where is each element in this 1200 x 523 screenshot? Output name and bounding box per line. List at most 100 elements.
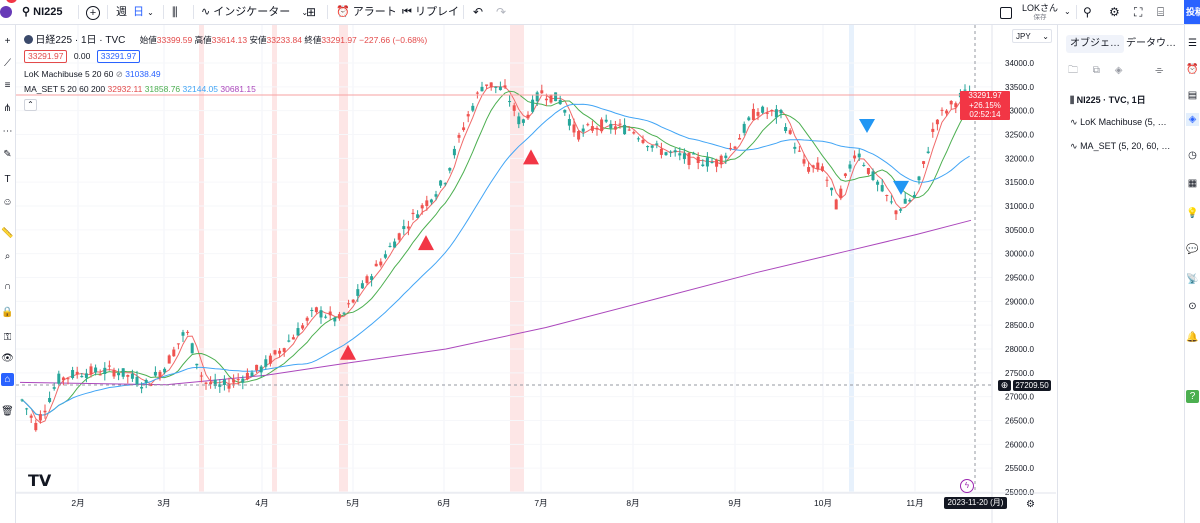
trendline-icon[interactable]: ⟋: [4, 58, 11, 69]
active-tool-icon[interactable]: ⌂: [1, 373, 14, 386]
indicators-button[interactable]: ∿ インジケーター ⌄: [201, 6, 309, 18]
collapse-legend-button[interactable]: ⌃: [24, 99, 37, 111]
symbol-legend[interactable]: 日経225 · 1日 · TVC 始値33399.59 高値33614.13 安…: [24, 31, 427, 46]
candle-body: [710, 162, 714, 164]
tree-item-indicator-1[interactable]: ∿ LoK Machibuse (5, …: [1070, 117, 1167, 127]
candle: [98, 369, 102, 376]
candle-body: [130, 373, 134, 379]
candle-body: [512, 105, 516, 111]
candle: [866, 167, 870, 176]
chat-icon[interactable]: 💬: [1186, 244, 1199, 255]
candle-body: [526, 114, 530, 119]
y-tick-label: 32000.0: [1005, 154, 1034, 163]
data-icon[interactable]: ▤: [1187, 90, 1198, 101]
candle: [448, 167, 452, 174]
indicator-legend-1[interactable]: LoK Machibuse 5 20 60 ⊘ 31038.49: [24, 69, 161, 79]
clock-icon[interactable]: ◷: [1188, 150, 1197, 161]
candle: [650, 144, 654, 152]
interval-day-button[interactable]: 日 ⌄: [133, 6, 154, 18]
close-value: 33291.97: [321, 35, 357, 45]
candle: [696, 152, 700, 170]
tab-data-window[interactable]: データウ…: [1126, 38, 1176, 49]
candle: [862, 162, 866, 167]
candle-style-button[interactable]: ⫼: [172, 0, 178, 24]
chevron-down-icon[interactable]: ⌄: [1064, 7, 1071, 16]
zoom-icon[interactable]: ⌕: [4, 251, 11, 262]
brush-icon[interactable]: ✎: [3, 149, 12, 160]
sell-price-button[interactable]: 33291.97: [24, 50, 68, 63]
calendar-icon[interactable]: ▦: [1187, 178, 1198, 189]
watchlist-icon[interactable]: ☰: [1188, 38, 1197, 49]
candle: [209, 376, 213, 389]
right-sidebar: ☰ ⏰ ▤ ◈ ◷ ▦ 💡 💬 📡 ⊙ 🔔 ?: [1184, 25, 1200, 523]
trash-icon[interactable]: 🗑: [1, 406, 14, 417]
candle: [103, 362, 107, 381]
publish-button[interactable]: 投稿: [1184, 0, 1200, 24]
horizontal-lines-icon[interactable]: ≡: [4, 80, 11, 91]
tree-item-indicator-2[interactable]: ∿ MA_SET (5, 20, 60, …: [1070, 141, 1171, 151]
emoji-icon[interactable]: ☺: [2, 197, 13, 208]
price-chart[interactable]: 2月 3月 4月 5月 6月 7月 8月 9月 10月 11月25000.025500.02600…: [16, 25, 1056, 523]
pitchfork-icon[interactable]: ⋔: [3, 103, 12, 114]
grid-icon: ⊞: [306, 5, 317, 19]
interval-week-button[interactable]: 週: [116, 6, 127, 18]
user-menu[interactable]: LOKさん 保存: [1022, 3, 1059, 21]
candle: [485, 84, 489, 89]
visibility-icon[interactable]: 👁: [1, 353, 14, 364]
undo-button[interactable]: ↶: [473, 0, 483, 24]
candle: [917, 175, 921, 185]
object-tree-icon[interactable]: ◈: [1186, 113, 1199, 126]
buy-price-button[interactable]: 33291.97: [96, 50, 141, 63]
candle: [34, 419, 38, 432]
candle: [402, 219, 406, 235]
compare-add-button[interactable]: +: [86, 0, 100, 24]
candle-body: [347, 303, 351, 305]
replay-button[interactable]: ⏮ リプレイ: [402, 6, 459, 18]
candle-body: [751, 108, 755, 120]
alerts-icon[interactable]: ⏰: [1186, 64, 1199, 75]
snapshot-button[interactable]: ⌸: [1157, 0, 1164, 24]
layout-button[interactable]: [1000, 0, 1012, 24]
candle-body: [190, 343, 194, 354]
axis-settings-button[interactable]: ⚙: [1026, 499, 1035, 510]
quick-search-button[interactable]: ⚲: [1083, 0, 1092, 24]
crosshair-icon[interactable]: +: [4, 36, 11, 47]
broadcast-icon[interactable]: 📡: [1186, 274, 1199, 285]
tab-object-tree[interactable]: オブジェ…: [1066, 35, 1124, 53]
folder-icon[interactable]: 🗀: [1068, 65, 1078, 76]
last-price-label: 33291.97 +26.15% 02:52:14: [960, 91, 1010, 120]
lightning-icon[interactable]: ϟ: [960, 479, 974, 493]
candle: [908, 198, 912, 203]
filter-icon[interactable]: ⌯: [1155, 65, 1164, 76]
indicator-legend-2[interactable]: MA_SET 5 20 60 200 32932.11 31858.76 321…: [24, 84, 256, 94]
help-icon[interactable]: ?: [1186, 390, 1199, 403]
fullscreen-button[interactable]: ⛶: [1134, 0, 1142, 24]
redo-button[interactable]: ↷: [496, 0, 506, 24]
layers-icon[interactable]: ◈: [1114, 65, 1123, 76]
candle-body: [457, 135, 461, 138]
crosshair-add-button[interactable]: ⊕: [998, 380, 1011, 391]
notifications-icon[interactable]: 🔔: [1186, 332, 1199, 343]
copy-icon[interactable]: ⧉: [1092, 65, 1100, 76]
hotlist-icon[interactable]: ⊙: [1188, 301, 1197, 312]
ideas-icon[interactable]: 💡: [1186, 208, 1199, 219]
candle: [641, 135, 645, 145]
candle: [673, 147, 677, 157]
lock-drawings-icon[interactable]: ⚿: [3, 332, 12, 343]
candle: [604, 114, 608, 124]
avatar[interactable]: 11: [0, 0, 18, 24]
fib-icon[interactable]: ⋯: [2, 126, 13, 137]
lock-icon[interactable]: 🔒: [1, 307, 14, 318]
magnet-icon[interactable]: ∩: [3, 281, 12, 292]
alert-button[interactable]: ⏰ アラート: [336, 6, 397, 18]
ruler-icon[interactable]: 📏: [1, 228, 14, 239]
templates-button[interactable]: ⊞: [306, 0, 316, 24]
symbol-search[interactable]: ⚲ NI225: [22, 6, 63, 18]
candle-body: [383, 254, 387, 258]
candle: [365, 274, 369, 285]
tree-item-symbol[interactable]: ⫼ NI225 · TVC, 1日: [1070, 95, 1146, 105]
chart-pane[interactable]: 2月 3月 4月 5月 6月 7月 8月 9月 10月 11月 25000.0 25500.0 2600…: [16, 25, 1056, 523]
text-icon[interactable]: T: [4, 174, 11, 185]
currency-selector[interactable]: JPY ⌄: [1012, 29, 1052, 43]
settings-button[interactable]: ⚙: [1109, 0, 1120, 24]
